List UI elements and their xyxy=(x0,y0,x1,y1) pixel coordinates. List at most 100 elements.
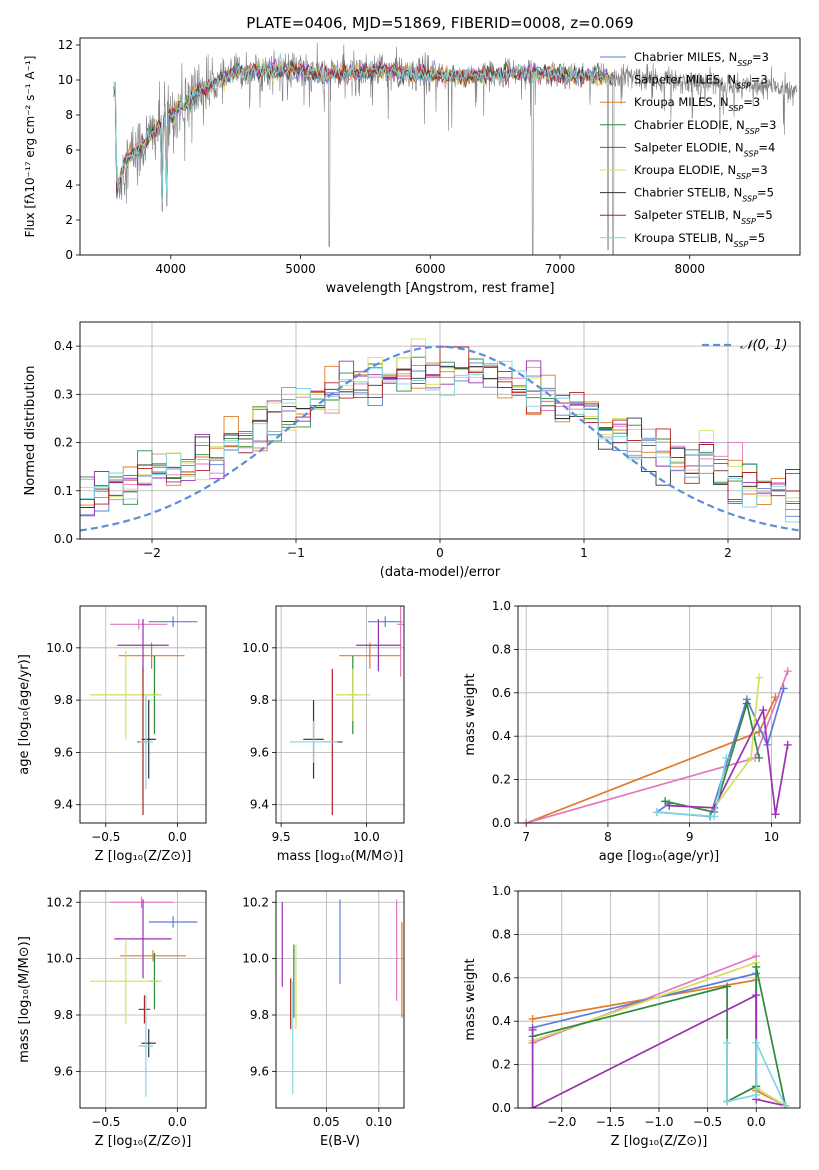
y-tick-label: 0.3 xyxy=(54,387,73,401)
y-tick-label: 1.0 xyxy=(492,599,511,613)
y-axis-label: mass weight xyxy=(463,958,478,1040)
y-tick-label: 0.1 xyxy=(54,484,73,498)
age_vs_mass-axes: 9.5 10.0 9.4 9.6 9.8 10.0 mass [log₁₀(M/M⊙)] xyxy=(242,606,404,864)
x-axis-label: Z [log₁₀(Z/Z⊙)] xyxy=(95,1134,192,1149)
y-tick-label: 2 xyxy=(65,213,73,227)
mass-weight-marker xyxy=(783,740,792,749)
errorbar-point xyxy=(335,668,370,722)
errorbar-point xyxy=(356,619,401,672)
y-tick-label: 9.8 xyxy=(54,693,73,707)
x-tick-label: 4000 xyxy=(156,262,187,276)
mass_vs_ebv-axes: 0.05 0.10 9.6 9.8 10.0 10.2 E(B-V) xyxy=(242,891,404,1149)
mw_vs_age-axes: 7 8 9 10 0.0 0.2 0.4 0.6 0.8 1.0 age [log₁₀(age/yr… xyxy=(463,599,800,864)
errorbar-point xyxy=(90,938,162,1024)
mass_vs_Z-frame xyxy=(79,890,207,1109)
y-tick-label: 9.8 xyxy=(250,1008,269,1022)
errorbar-point xyxy=(148,616,198,627)
x-tick-label: 0 xyxy=(436,546,444,560)
errorbar-point xyxy=(141,700,156,779)
x-tick-label: 10.0 xyxy=(353,830,380,844)
y-tick-label: 10.0 xyxy=(46,641,73,655)
mass-weight-marker xyxy=(652,808,661,817)
legend-entry: Chabrier MILES, NSSP=3 xyxy=(634,50,769,68)
errorbar-point xyxy=(141,1029,156,1058)
mass_vs_ebv-frame xyxy=(275,890,405,1109)
legend-entry: Salpeter MILES, NSSP=3 xyxy=(634,73,768,91)
mass-weight-marker xyxy=(755,673,764,682)
x-tick-label: −2 xyxy=(143,546,161,560)
y-tick-label: 0.8 xyxy=(492,642,511,656)
y-axis-label: age [log₁₀(age/yr)] xyxy=(17,654,32,775)
y-tick-label: 9.6 xyxy=(250,1064,269,1078)
y-tick-label: 9.8 xyxy=(250,693,269,707)
errorbar-point xyxy=(289,721,338,763)
y-tick-label: 0.8 xyxy=(492,927,511,941)
x-tick-label: 1 xyxy=(580,546,588,560)
y-tick-label: 10.0 xyxy=(46,952,73,966)
mass-weight-marker xyxy=(752,991,761,1000)
spectrum-axes: 4000 5000 6000 7000 8000 0 2 4 6 8 10 12 wavelength … xyxy=(23,38,705,296)
spectrum-frame xyxy=(79,37,801,256)
y-tick-label: 4 xyxy=(65,178,73,192)
histogram-plot xyxy=(80,338,800,539)
y-tick-label: 9.4 xyxy=(54,798,73,812)
x-axis-label: Z [log₁₀(Z/Z⊙)] xyxy=(611,1134,708,1149)
y-tick-label: 10.0 xyxy=(242,952,269,966)
x-axis-label: age [log₁₀(age/yr)] xyxy=(599,849,720,864)
age_vs_mass-frame xyxy=(275,605,405,824)
y-tick-label: 10 xyxy=(58,73,73,87)
x-tick-label: 9 xyxy=(686,830,694,844)
y-tick-label: 10.0 xyxy=(242,641,269,655)
mw_vs_age-frame xyxy=(517,605,801,824)
x-tick-label: 5000 xyxy=(285,262,316,276)
x-tick-label: 7 xyxy=(522,830,530,844)
mass-weight-marker xyxy=(755,753,764,762)
errorbar-point xyxy=(110,896,174,908)
errorbar-point xyxy=(90,650,162,740)
histogram-legend: 𝒩(0, 1) xyxy=(702,338,787,353)
legend-entry: Kroupa STELIB, NSSP=5 xyxy=(634,231,765,249)
y-tick-label: 0.0 xyxy=(54,532,73,546)
errorbar-point xyxy=(110,619,168,630)
errorbar-point xyxy=(138,694,154,790)
x-tick-label: 7000 xyxy=(545,262,576,276)
y-tick-label: 0.0 xyxy=(492,816,511,830)
legend-entry: Chabrier STELIB, NSSP=5 xyxy=(634,186,774,204)
x-tick-label: 2 xyxy=(724,546,732,560)
x-tick-label: 0.10 xyxy=(365,1115,392,1129)
mass-weight-marker xyxy=(771,810,780,819)
mass-weight-marker xyxy=(723,1038,732,1047)
mass-weight-marker xyxy=(661,797,670,806)
y-tick-label: 8 xyxy=(65,108,73,122)
y-tick-label: 0.2 xyxy=(54,436,73,450)
mass-weight-marker xyxy=(779,684,788,693)
y-tick-label: 9.6 xyxy=(54,1064,73,1078)
age_vs_Z-frame xyxy=(79,605,207,824)
x-tick-label: 10 xyxy=(764,830,779,844)
y-tick-label: 9.6 xyxy=(54,745,73,759)
x-tick-label: −0.5 xyxy=(91,1115,120,1129)
normal-curve xyxy=(80,345,800,532)
y-axis-label: Flux [fλ10⁻¹⁷ erg cm⁻² s⁻¹ A⁻¹] xyxy=(23,56,37,238)
x-tick-label: −0.5 xyxy=(91,830,120,844)
errorbar-point xyxy=(120,950,186,962)
errorbar-point xyxy=(339,642,401,669)
spectrum-legend: Chabrier MILES, NSSP=3 Salpeter MILES, NS… xyxy=(600,50,776,248)
y-tick-label: 0.6 xyxy=(492,686,511,700)
age_vs_mass-points xyxy=(289,606,404,816)
x-tick-label: 9.5 xyxy=(272,830,291,844)
x-tick-label: −1.0 xyxy=(644,1115,673,1129)
x-tick-label: 0.0 xyxy=(168,830,187,844)
mw_vs_age-lines xyxy=(522,667,792,823)
mass-weight-marker xyxy=(752,1038,761,1047)
mass_vs_Z-axes: −0.5 0.0 9.6 9.8 10.0 10.2 Z [log₁₀(Z/Z⊙)] mass… xyxy=(17,891,206,1149)
spectrum-plot xyxy=(113,42,798,255)
mw_vs_Z-frame xyxy=(517,890,801,1109)
mass-weight-marker xyxy=(783,667,792,676)
mass-weight-line xyxy=(532,966,787,1106)
x-tick-label: 0.0 xyxy=(168,1115,187,1129)
model-spectrum-line xyxy=(113,61,614,203)
mass-weight-marker xyxy=(759,706,768,715)
y-tick-label: 9.6 xyxy=(250,745,269,759)
y-tick-label: 0.0 xyxy=(492,1101,511,1115)
